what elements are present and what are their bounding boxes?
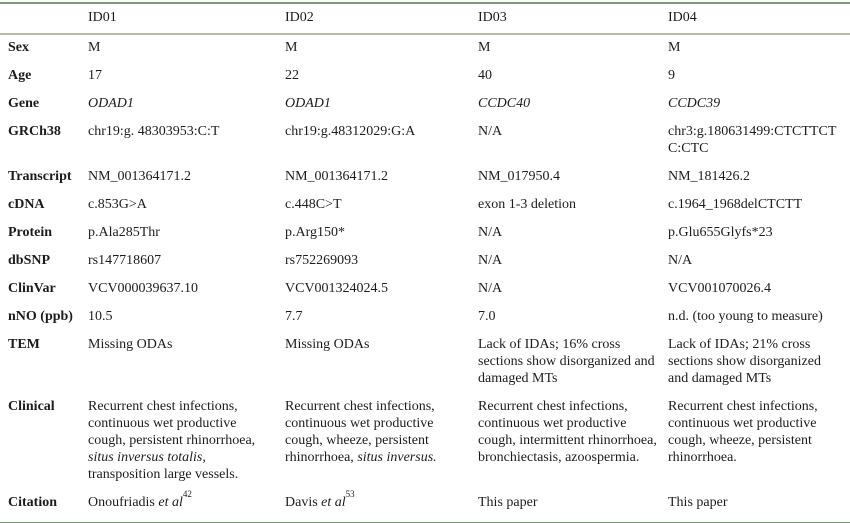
cell-grch38-id01: chr19:g. 48303953:C:T — [88, 124, 220, 139]
row-label-nno: nNO (ppb) — [8, 309, 73, 324]
cell-cdna-id01: c.853G>A — [88, 197, 147, 212]
cell-grch38-id02: chr19:g.48312029:G:A — [285, 124, 416, 139]
table-row-age: Age 17 22 40 9 — [0, 67, 850, 95]
cell-protein-id04: p.Glu655Glyfs*23 — [668, 225, 773, 240]
cell-dbsnp-id04: N/A — [668, 253, 693, 268]
cell-age-id02: 22 — [285, 68, 299, 83]
table-row-clinical: Clinical Recurrent chest infections, con… — [0, 398, 850, 494]
cell-age-id01: 17 — [88, 68, 102, 83]
row-label-protein: Protein — [8, 225, 53, 240]
row-label-age: Age — [8, 68, 32, 83]
row-label-transcript: Transcript — [8, 169, 72, 184]
column-header-id03: ID03 — [478, 3, 668, 35]
cell-gene-id02: ODAD1 — [285, 96, 331, 111]
cell-nno-id01: 10.5 — [88, 309, 113, 324]
corner-cell — [0, 3, 88, 35]
cell-dbsnp-id02: rs752269093 — [285, 253, 359, 268]
cell-citation-id03: This paper — [478, 495, 538, 510]
cell-sex-id01: M — [88, 40, 101, 55]
cell-age-id03: 40 — [478, 68, 492, 83]
cell-gene-id03: CCDC40 — [478, 96, 531, 111]
cell-tem-id04: Lack of IDAs; 21% cross sections show di… — [668, 337, 821, 386]
table-row-protein: Protein p.Ala285Thr p.Arg150* N/A p.Glu6… — [0, 224, 850, 252]
row-label-dbsnp: dbSNP — [8, 253, 51, 268]
cell-sex-id02: M — [285, 40, 298, 55]
table-row-dbsnp: dbSNP rs147718607 rs752269093 N/A N/A — [0, 252, 850, 280]
row-label-citation: Citation — [8, 495, 57, 510]
cell-protein-id01: p.Ala285Thr — [88, 225, 160, 240]
table-row-gene: Gene ODAD1 ODAD1 CCDC40 CCDC39 — [0, 95, 850, 123]
cell-clinical-id04: Recurrent chest infections, continuous w… — [668, 399, 818, 465]
cell-clinvar-id04: VCV001070026.4 — [668, 281, 772, 296]
cell-transcript-id02: NM_001364171.2 — [285, 169, 389, 184]
row-label-clinvar: ClinVar — [8, 281, 56, 296]
table-row-clinvar: ClinVar VCV000039637.10 VCV001324024.5 N… — [0, 280, 850, 308]
cell-protein-id03: N/A — [478, 225, 503, 240]
row-label-sex: Sex — [8, 40, 29, 55]
cell-clinical-id01: Recurrent chest infections, continuous w… — [88, 399, 256, 482]
table-row-citation: Citation Onoufriadis et al42 Davis et al… — [0, 488, 850, 523]
table-row-grch38: GRCh38 chr19:g. 48303953:C:T chr19:g.483… — [0, 123, 850, 168]
cell-gene-id04: CCDC39 — [668, 96, 721, 111]
cell-transcript-id01: NM_001364171.2 — [88, 169, 192, 184]
cell-age-id04: 9 — [668, 68, 675, 83]
column-header-id01: ID01 — [88, 3, 285, 35]
cell-grch38-id03: N/A — [478, 124, 503, 139]
cell-citation-id01: Onoufriadis et al42 — [88, 488, 192, 510]
cell-clinical-id03: Recurrent chest infections, continuous w… — [478, 399, 657, 465]
row-label-gene: Gene — [8, 96, 40, 111]
cell-gene-id01: ODAD1 — [88, 96, 134, 111]
cell-protein-id02: p.Arg150* — [285, 225, 346, 240]
cell-dbsnp-id03: N/A — [478, 253, 503, 268]
cell-clinvar-id02: VCV001324024.5 — [285, 281, 389, 296]
cell-nno-id03: 7.0 — [478, 309, 496, 324]
cell-transcript-id03: NM_017950.4 — [478, 169, 561, 184]
cell-sex-id03: M — [478, 40, 491, 55]
cell-citation-id02: Davis et al53 — [285, 488, 355, 510]
row-label-cdna: cDNA — [8, 197, 45, 212]
cell-citation-id04: This paper — [668, 495, 728, 510]
row-label-tem: TEM — [8, 337, 40, 352]
cell-cdna-id03: exon 1-3 deletion — [478, 197, 576, 212]
table-row-nno: nNO (ppb) 10.5 7.7 7.0 n.d. (too young t… — [0, 308, 850, 336]
table-row-transcript: Transcript NM_001364171.2 NM_001364171.2… — [0, 168, 850, 196]
cell-tem-id01: Missing ODAs — [88, 337, 173, 352]
cell-nno-id04: n.d. (too young to measure) — [668, 309, 823, 324]
cell-dbsnp-id01: rs147718607 — [88, 253, 162, 268]
cell-cdna-id04: c.1964_1968delCTCTT — [668, 197, 803, 212]
cell-clinical-id02: Recurrent chest infections, continuous w… — [285, 399, 437, 465]
cell-tem-id03: Lack of IDAs; 16% cross sections show di… — [478, 337, 655, 386]
cell-sex-id04: M — [668, 40, 681, 55]
row-label-grch38: GRCh38 — [8, 124, 61, 139]
cell-tem-id02: Missing ODAs — [285, 337, 370, 352]
table-row-cdna: cDNA c.853G>A c.448C>T exon 1-3 deletion… — [0, 196, 850, 224]
column-header-id04: ID04 — [668, 3, 850, 35]
column-header-id02: ID02 — [285, 3, 478, 35]
cell-nno-id02: 7.7 — [285, 309, 303, 324]
cell-cdna-id02: c.448C>T — [285, 197, 342, 212]
row-label-clinical: Clinical — [8, 399, 55, 414]
cell-clinvar-id03: N/A — [478, 281, 503, 296]
cell-grch38-id04: chr3:g.180631499:CTCTTCTC:CTC — [668, 124, 837, 156]
cell-transcript-id04: NM_181426.2 — [668, 169, 751, 184]
table-row-sex: Sex M M M M — [0, 34, 850, 67]
table-row-tem: TEM Missing ODAs Missing ODAs Lack of ID… — [0, 336, 850, 398]
header-row: ID01 ID02 ID03 ID04 — [0, 3, 850, 35]
cell-clinvar-id01: VCV000039637.10 — [88, 281, 199, 296]
